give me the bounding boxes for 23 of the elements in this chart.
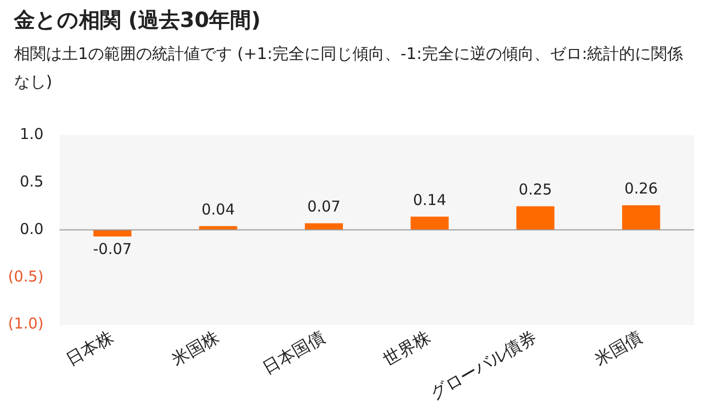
x-tick-label: 米国債	[592, 328, 646, 370]
y-tick-label: 0.5	[20, 172, 44, 190]
bar	[304, 223, 343, 230]
data-label: 0.07	[307, 198, 341, 216]
data-label: 0.26	[624, 180, 658, 198]
x-tick-label: 世界株	[380, 328, 434, 370]
x-tick-label: 日本株	[62, 328, 118, 370]
bar	[622, 205, 660, 230]
bar	[410, 216, 449, 230]
x-tick-label: 日本国債	[260, 328, 329, 379]
y-tick-label: (1.0)	[8, 314, 44, 333]
chart-title: 金との相関 (過去30年間)	[14, 7, 261, 34]
bar	[516, 206, 554, 230]
y-tick-label: 0.0	[20, 220, 44, 238]
chart-subtitle: 相関は土1の範囲の統計値です (+1:完全に同じ傾向、-1:完全に逆の傾向、ゼロ:統計的に関係なし)	[14, 43, 684, 93]
data-label: 0.25	[518, 180, 552, 199]
y-tick-label: (0.5)	[8, 267, 44, 286]
y-tick-label: 1.0	[20, 124, 44, 143]
bar	[93, 230, 132, 237]
data-label: 0.14	[412, 191, 446, 210]
data-label: -0.07	[93, 240, 132, 258]
x-tick-label: 米国株	[168, 328, 223, 370]
data-label: 0.04	[201, 200, 235, 219]
